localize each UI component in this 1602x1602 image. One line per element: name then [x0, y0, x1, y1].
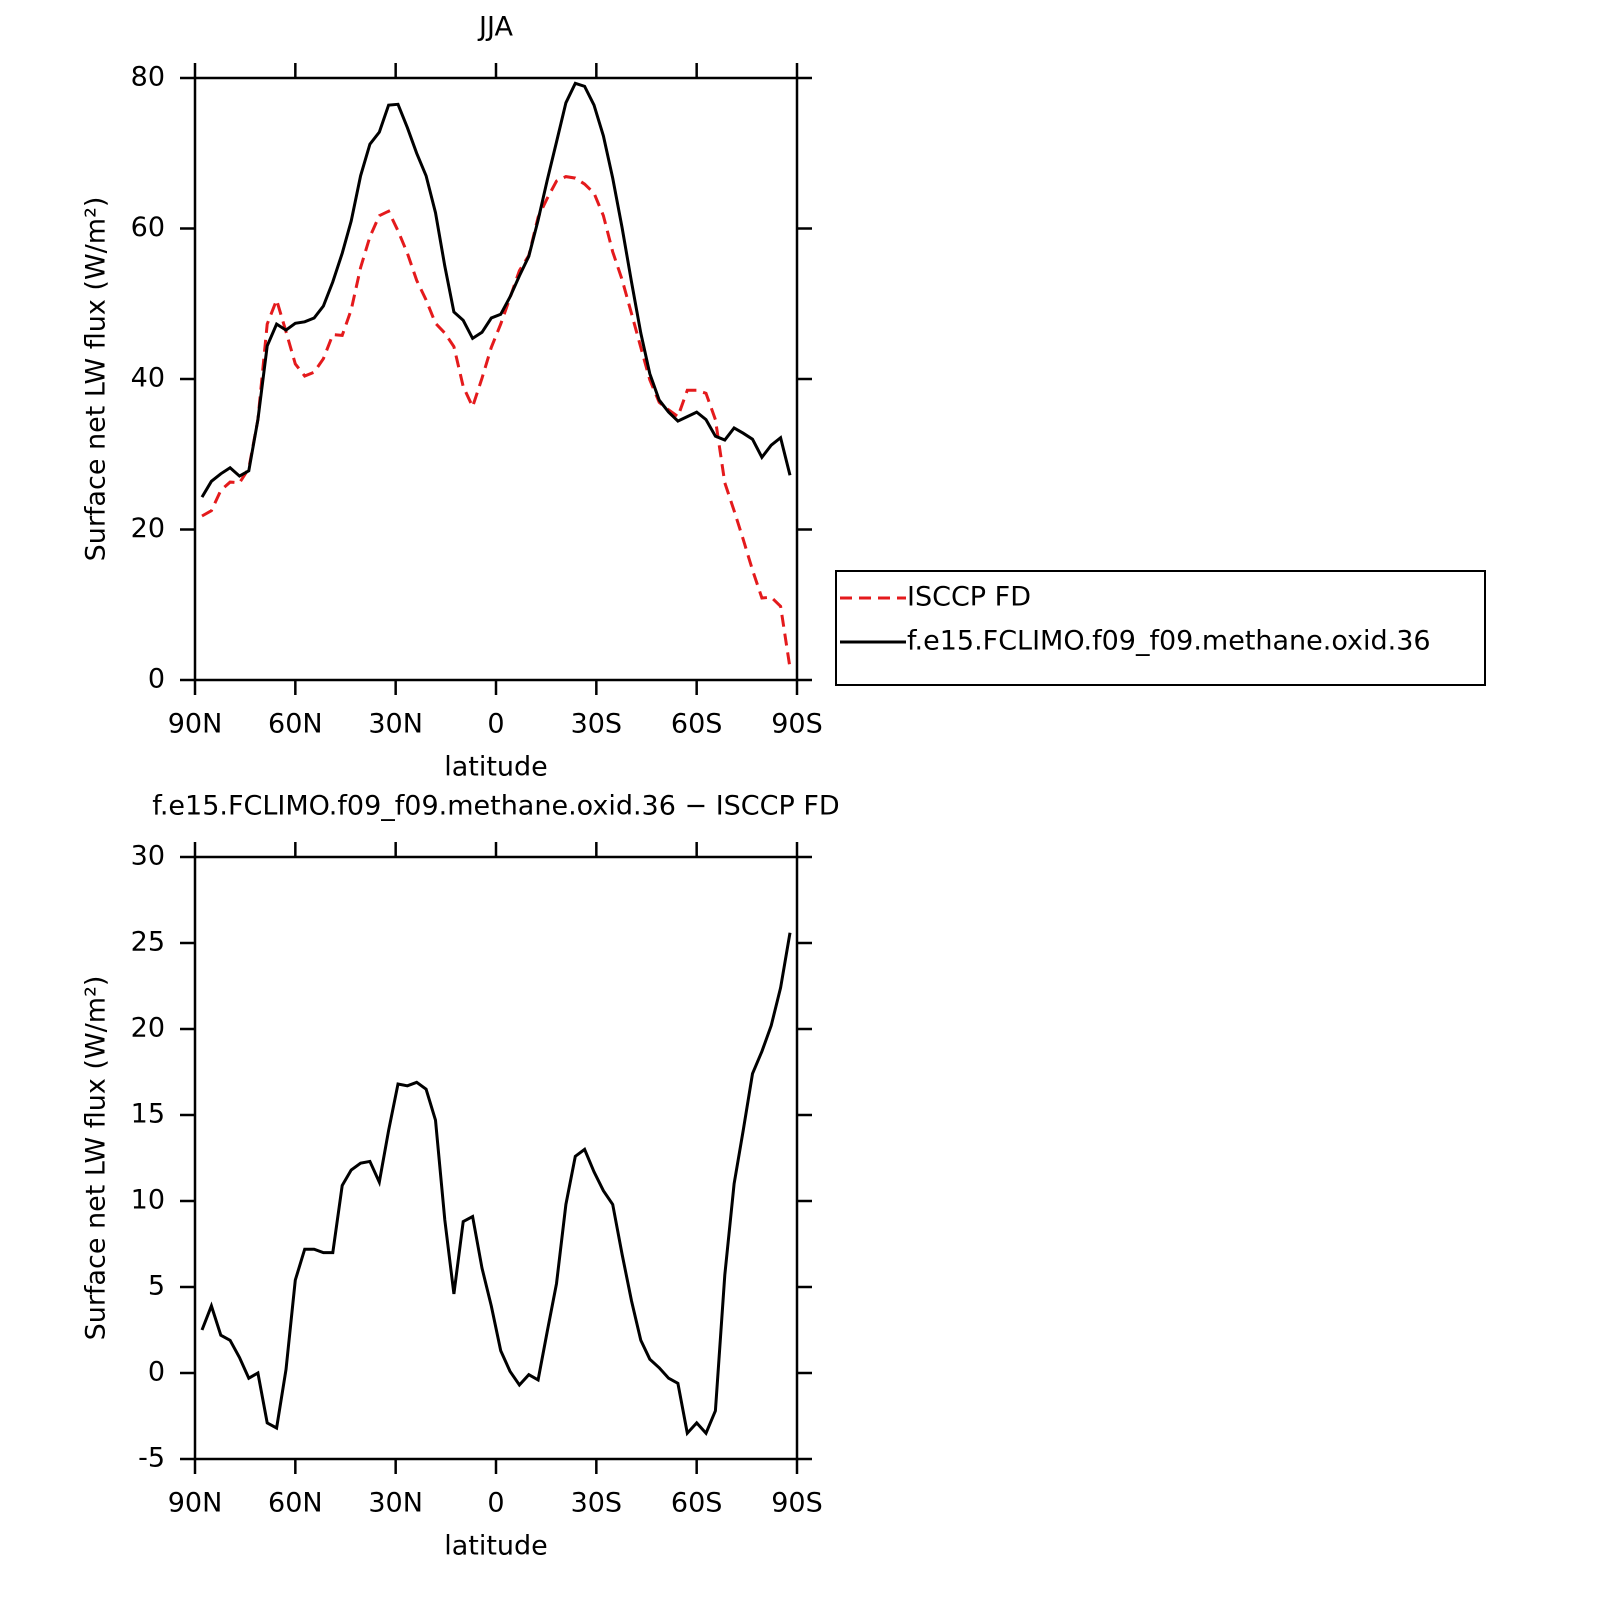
x-tick-label: 60N	[268, 709, 323, 740]
x-tick-label: 30S	[571, 709, 623, 740]
y-tick-label: 0	[148, 1357, 165, 1388]
x-tick-label: 30S	[571, 1488, 623, 1519]
plot-frame	[193, 76, 799, 682]
y-tick-label: -5	[138, 1443, 165, 1474]
y-tick-label: 10	[131, 1185, 165, 1216]
y-tick-label: 60	[131, 212, 165, 243]
y-tick-label: 15	[131, 1099, 165, 1130]
data-line	[201, 175, 792, 669]
legend-box	[835, 570, 1486, 686]
x-tick-label: 90S	[771, 1488, 823, 1519]
x-tick-label: 60N	[268, 1488, 323, 1519]
x-tick-label: 60S	[671, 1488, 723, 1519]
data-line	[200, 932, 792, 1437]
y-tick-label: 20	[131, 1013, 165, 1044]
y-tick-label: 20	[131, 513, 165, 544]
x-axis-label: latitude	[444, 752, 548, 783]
x-tick-label: 90N	[168, 709, 223, 740]
y-axis-label: Surface net LW flux (W/m²)	[81, 976, 112, 1341]
data-line	[200, 81, 792, 498]
y-tick-label: 40	[131, 363, 165, 394]
y-tick-label: 5	[148, 1271, 165, 1302]
x-tick-label: 0	[487, 1488, 504, 1519]
y-tick-label: 25	[131, 927, 165, 958]
x-tick-label: 30N	[368, 709, 423, 740]
chart-title: f.e15.FCLIMO.f09_f09.methane.oxid.36 − I…	[152, 791, 839, 822]
legend-label: ISCCP FD	[907, 582, 1031, 613]
y-axis-label: Surface net LW flux (W/m²)	[81, 197, 112, 562]
x-axis-label: latitude	[444, 1531, 548, 1562]
x-tick-label: 30N	[368, 1488, 423, 1519]
x-tick-label: 90S	[771, 709, 823, 740]
x-tick-label: 60S	[671, 709, 723, 740]
x-tick-label: 0	[487, 709, 504, 740]
y-tick-label: 80	[131, 62, 165, 93]
chart-title: JJA	[477, 12, 513, 43]
y-tick-label: 0	[148, 664, 165, 695]
y-tick-label: 30	[131, 841, 165, 872]
legend-label: f.e15.FCLIMO.f09_f09.methane.oxid.36	[907, 626, 1431, 657]
x-tick-label: 90N	[168, 1488, 223, 1519]
